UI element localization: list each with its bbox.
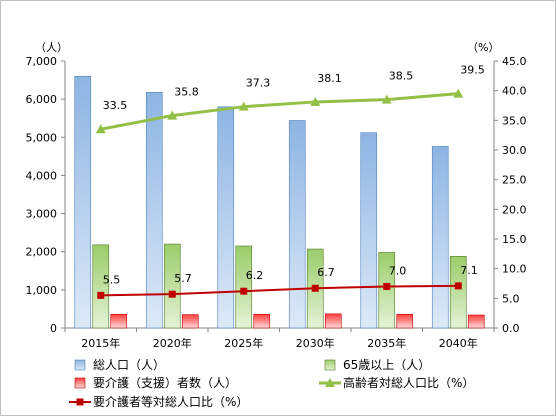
lines: 33.5 35.8 37.3 38.1 38.5 39.5 5.5 5.7 6.2 6.7 7.0 7… — [95, 64, 485, 299]
data-label: 38.1 — [317, 72, 342, 85]
line-point-2 — [97, 291, 105, 299]
right-tick-label: 30.0 — [502, 144, 527, 157]
bar-1 — [288, 120, 306, 329]
line-series-2 — [100, 284, 459, 297]
data-label: 5.5 — [103, 273, 121, 286]
line-series-1 — [100, 92, 459, 131]
bar-3 — [467, 314, 485, 329]
data-label: 7.0 — [389, 264, 407, 277]
bar-2 — [235, 245, 253, 329]
left-tick-label: 5,000 — [26, 131, 58, 144]
bar-2 — [449, 255, 467, 329]
x-tick-label: 2030年 — [296, 336, 335, 350]
legend-label: 総人口（人） — [93, 358, 165, 372]
right-tick-label: 35.0 — [502, 114, 527, 127]
data-label: 39.5 — [460, 64, 485, 77]
line-point-1 — [310, 96, 321, 106]
line-point-2 — [240, 287, 248, 295]
bar-1 — [431, 146, 449, 329]
legend-marker — [76, 398, 84, 406]
legend: 総人口（人） 65歳以上（人） 要介護（支援）者数（人） 高齢者対総人口比（%） 要介護… — [69, 358, 474, 409]
bar-1 — [145, 91, 163, 329]
legend-swatch — [74, 377, 86, 389]
legend-marker — [325, 378, 335, 387]
line-point-1 — [381, 94, 392, 104]
x-tick-label: 2040年 — [439, 336, 478, 350]
bars — [74, 75, 485, 329]
data-label: 35.8 — [174, 86, 199, 99]
left-tick-label: 3,000 — [26, 208, 58, 221]
axes: 0 1,000 2,000 3,000 4,000 5,000 6,000 7,000 0.0 5… — [26, 41, 527, 350]
line-point-1 — [238, 101, 249, 111]
bar-3 — [181, 314, 199, 329]
left-tick-label: 7,000 — [26, 55, 58, 68]
left-tick-label: 1,000 — [26, 284, 58, 297]
x-tick-label: 2020年 — [153, 336, 192, 350]
bar-2 — [163, 243, 181, 329]
right-tick-label: 15.0 — [502, 233, 527, 246]
right-axis-unit: （%） — [467, 41, 499, 54]
x-tick-label: 2015年 — [81, 336, 120, 350]
legend-swatch — [324, 359, 336, 371]
legend-label: 要介護（支援）者数（人） — [93, 375, 237, 390]
line-point-2 — [454, 282, 462, 290]
data-label: 38.5 — [389, 70, 414, 83]
line-point-2 — [383, 282, 391, 290]
left-tick-label: 2,000 — [26, 246, 58, 259]
line-point-2 — [311, 284, 319, 292]
legend-swatch — [74, 359, 86, 371]
data-label: 33.5 — [103, 99, 128, 112]
bar-3 — [253, 313, 271, 329]
right-tick-label: 25.0 — [502, 174, 527, 187]
right-tick-label: 45.0 — [502, 55, 527, 68]
right-tick-label: 5.0 — [502, 292, 520, 305]
legend-label: 高齢者対総人口比（%） — [343, 375, 474, 390]
x-tick-label: 2035年 — [367, 336, 406, 350]
data-label: 5.7 — [174, 272, 192, 285]
left-tick-label: 0 — [50, 322, 57, 335]
right-tick-label: 20.0 — [502, 203, 527, 216]
bar-3 — [396, 313, 414, 329]
left-axis-unit: （人） — [35, 41, 68, 54]
bar-3 — [324, 313, 342, 329]
bar-2 — [92, 244, 110, 329]
bar-2 — [378, 252, 396, 329]
legend-label: 要介護者等対総人口比（%） — [93, 394, 248, 409]
legend-label: 65歳以上（人） — [343, 358, 430, 372]
line-point-2 — [168, 290, 176, 298]
line-point-1 — [453, 88, 464, 98]
x-tick-label: 2025年 — [224, 336, 263, 350]
right-tick-label: 40.0 — [502, 85, 527, 98]
right-tick-label: 10.0 — [502, 263, 527, 276]
line-point-1 — [167, 110, 178, 120]
left-tick-label: 4,000 — [26, 169, 58, 182]
left-tick-label: 6,000 — [26, 93, 58, 106]
bar-1 — [217, 106, 235, 329]
data-label: 6.2 — [246, 269, 264, 282]
data-label: 6.7 — [317, 266, 335, 279]
bar-1 — [74, 75, 92, 329]
right-tick-label: 0.0 — [502, 322, 520, 335]
data-label: 7.1 — [460, 264, 478, 277]
line-point-1 — [95, 124, 106, 134]
data-label: 37.3 — [246, 77, 271, 90]
bar-3 — [110, 313, 128, 329]
bar-1 — [360, 132, 378, 329]
